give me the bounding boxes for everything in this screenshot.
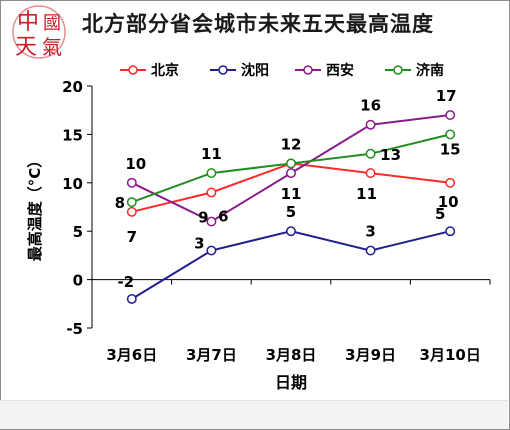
weather-china-logo-icon: 中 國 天 氣	[12, 5, 66, 60]
data-label: 12	[281, 135, 302, 153]
data-label: 13	[380, 146, 401, 164]
series-line	[131, 230, 451, 300]
legend-marker	[303, 65, 313, 75]
data-point	[286, 168, 296, 179]
footer-band	[0, 400, 508, 429]
data-point	[445, 177, 456, 188]
data-label: 8	[115, 194, 125, 212]
data-point	[206, 245, 217, 256]
data-point	[126, 197, 137, 208]
svg-text:氣: 氣	[42, 35, 62, 59]
data-point	[365, 119, 376, 130]
y-tick-label: 15	[62, 126, 83, 144]
x-tick-label: 3月10日	[420, 346, 481, 364]
data-point	[286, 226, 296, 237]
legend-label: 沈阳	[241, 62, 269, 79]
data-label: 10	[438, 193, 459, 211]
legend-marker	[218, 65, 228, 75]
data-label: 7	[127, 228, 137, 246]
data-label: 3	[365, 223, 375, 241]
legend-marker	[128, 65, 138, 75]
y-tick-label: 10	[62, 175, 83, 193]
data-label: 9	[198, 208, 208, 226]
y-tick-label: 5	[73, 223, 83, 241]
x-tick-label: 3月6日	[106, 346, 157, 364]
data-label: 10	[125, 155, 146, 173]
data-point	[126, 206, 137, 217]
data-point	[365, 148, 376, 159]
data-point	[365, 168, 376, 179]
data-point	[206, 187, 217, 198]
legend-marker	[393, 65, 403, 75]
data-label: 5	[435, 205, 445, 223]
legend-label: 西安	[326, 62, 354, 79]
chart-title: 北方部分省会城市未来五天最高温度	[82, 12, 434, 36]
data-label: 11	[281, 185, 302, 203]
y-tick-label: -5	[66, 320, 83, 338]
data-label: 17	[436, 87, 457, 105]
data-label: 16	[360, 97, 381, 115]
data-label: -2	[117, 273, 134, 291]
data-point	[445, 129, 456, 140]
data-point	[365, 245, 376, 256]
data-point	[206, 216, 217, 227]
data-label: 6	[218, 208, 228, 226]
x-tick-label: 3月7日	[186, 346, 237, 364]
data-point	[286, 158, 296, 169]
svg-text:中: 中	[17, 10, 39, 35]
legend-label: 北京	[151, 62, 179, 79]
y-tick-label: 0	[73, 272, 83, 290]
y-tick-label: 20	[62, 78, 83, 96]
svg-text:天: 天	[15, 35, 37, 60]
data-label: 3	[194, 235, 204, 253]
data-label: 11	[201, 145, 222, 163]
data-point	[126, 294, 137, 304]
data-point	[126, 177, 137, 188]
data-point	[445, 110, 456, 120]
data-label: 15	[440, 140, 461, 158]
data-label: 11	[356, 185, 377, 203]
x-axis-title: 日期	[275, 373, 307, 392]
svg-text:國: 國	[43, 13, 61, 34]
legend-label: 济南	[416, 62, 444, 79]
y-axis-title: 最高温度（°C）	[26, 153, 44, 262]
data-point	[445, 226, 456, 237]
data-point	[206, 168, 217, 179]
x-tick-label: 3月8日	[266, 346, 317, 364]
x-tick-label: 3月9日	[345, 346, 396, 364]
data-label: 5	[286, 203, 296, 221]
